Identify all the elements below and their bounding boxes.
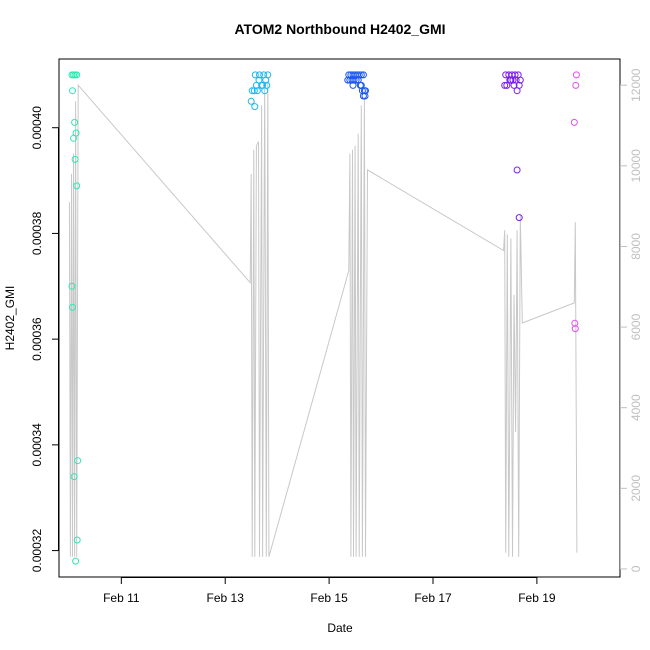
data-point — [69, 303, 76, 311]
line-series — [68, 81, 578, 557]
y-axis-right: 0 2000 4000 6000 8000 10000 12000 — [620, 68, 643, 572]
x-tick-label: Feb 15 — [310, 591, 348, 605]
data-point — [501, 81, 509, 89]
y-right-tick-label: 0 — [629, 565, 643, 572]
data-point — [69, 87, 76, 95]
data-point — [251, 103, 259, 111]
y-axis-left: 0.00032 0.00034 0.00036 0.00038 0.00040 — [30, 106, 59, 573]
data-point — [253, 87, 261, 95]
x-axis-label: Date — [327, 621, 353, 635]
data-point — [71, 118, 79, 126]
data-point — [572, 81, 580, 89]
data-point — [352, 76, 360, 84]
y-left-tick-label: 0.00034 — [30, 423, 44, 467]
data-point — [507, 76, 515, 84]
y-left-tick-label: 0.00038 — [30, 211, 44, 255]
y-left-tick-label: 0.00036 — [30, 317, 44, 361]
data-point — [73, 182, 81, 190]
data-point — [357, 71, 365, 79]
x-tick-label: Feb 11 — [103, 591, 140, 605]
x-axis: Feb 11 Feb 13 Feb 15 Feb 17 Feb 19 — [103, 577, 556, 605]
data-point — [256, 71, 263, 79]
y-right-tick-label: 10000 — [629, 149, 643, 183]
data-point — [570, 118, 578, 126]
data-point — [516, 76, 524, 84]
chart-title: ATOM2 Northbound H2402_GMI — [234, 21, 445, 37]
data-point — [72, 129, 80, 137]
x-tick-label: Feb 19 — [518, 591, 556, 605]
data-point — [349, 81, 357, 89]
y-left-tick-label: 0.00032 — [30, 529, 44, 573]
data-point — [68, 282, 76, 290]
y-right-tick-label: 8000 — [629, 233, 643, 260]
data-point — [263, 81, 271, 89]
data-point — [571, 319, 579, 327]
data-point — [357, 81, 365, 89]
x-tick-label: Feb 17 — [414, 591, 452, 605]
data-point — [503, 81, 511, 89]
data-point — [248, 87, 256, 95]
data-point — [344, 76, 352, 84]
data-point — [355, 71, 363, 79]
data-point — [73, 536, 81, 544]
data-point — [262, 76, 270, 84]
data-point — [70, 473, 78, 481]
y-right-tick-label: 6000 — [629, 313, 643, 340]
y-axis-label: H2402_GMI — [3, 286, 17, 351]
data-point — [571, 325, 579, 333]
data-point — [74, 457, 82, 465]
y-right-tick-label: 2000 — [629, 475, 643, 502]
data-point — [362, 87, 369, 95]
y-right-tick-label: 4000 — [629, 394, 643, 421]
data-point — [71, 155, 79, 163]
data-point — [509, 76, 517, 84]
data-point — [515, 214, 523, 222]
data-point — [513, 166, 521, 174]
data-point — [73, 71, 81, 79]
y-left-tick-label: 0.00040 — [30, 106, 44, 150]
data-point — [513, 87, 521, 95]
data-point — [572, 71, 580, 79]
data-point — [359, 71, 367, 79]
data-point — [251, 71, 259, 79]
y-right-tick-label: 12000 — [629, 68, 643, 102]
x-tick-label: Feb 13 — [207, 591, 245, 605]
data-point — [361, 92, 369, 100]
line-series-path — [68, 81, 578, 557]
scatter-points — [68, 71, 580, 565]
data-point — [72, 557, 80, 565]
data-point — [247, 97, 255, 105]
data-point — [510, 81, 518, 89]
